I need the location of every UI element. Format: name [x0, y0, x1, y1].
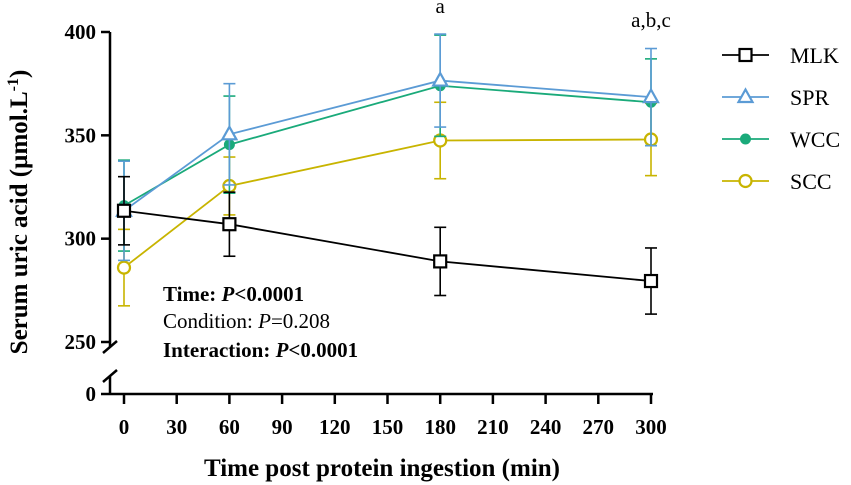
y-tick-label: 0 [86, 382, 97, 406]
series-line-spr [123, 79, 652, 212]
legend-item-mlk: MLK [722, 43, 839, 68]
x-tick-label: 210 [477, 415, 509, 439]
y-axis-break-mark [102, 340, 118, 354]
y-tick-label: 250 [65, 330, 97, 354]
legend-label-mlk: MLK [790, 43, 839, 68]
series-line-scc [123, 138, 652, 269]
axes: 250 300 350 400 00 30 60 90 120 150 180 210 240 270 30… [65, 20, 667, 439]
y-tick-label: 350 [65, 123, 97, 147]
stat-condition-label: Condition: [163, 309, 258, 333]
series-spr [115, 33, 660, 262]
x-tick-label: 60 [219, 415, 240, 439]
series-mlk [116, 175, 659, 315]
data-point-spr [220, 124, 239, 141]
data-point-spr [431, 70, 450, 87]
legend-label-wcc: WCC [790, 127, 840, 152]
legend-marker-wcc [740, 133, 751, 145]
series-line-wcc [123, 84, 652, 207]
legend-marker-scc [738, 173, 753, 189]
y-axis-title: Serum uric acid (µmol.L-1) [5, 70, 33, 355]
legend-item-wcc: WCC [722, 127, 840, 152]
x-tick-label: 30 [166, 415, 187, 439]
x-tick-label: 120 [319, 415, 351, 439]
data-point-mlk [643, 273, 659, 289]
x-tick-label: 0 [119, 415, 130, 439]
series-scc [116, 101, 659, 307]
series-layer [115, 33, 660, 315]
stat-time-p: P [221, 282, 235, 306]
significance-annotation: a,b,c [631, 8, 671, 32]
y-tick-label: 400 [65, 20, 97, 44]
data-point-mlk [222, 217, 237, 232]
data-point-mlk [433, 254, 448, 269]
stat-time: Time: P<0.0001 [163, 282, 304, 306]
data-point-spr [642, 87, 660, 104]
y-axis-title-sup: -1 [5, 78, 22, 91]
data-point-scc [116, 260, 132, 275]
legend-label-scc: SCC [790, 169, 832, 194]
stats-box: Time: P<0.0001 Condition: P=0.208 Intera… [163, 282, 358, 362]
legend: MLK SPR WCC SCC [722, 43, 840, 194]
y-axis-break-mark [102, 369, 118, 383]
stat-condition-p: P [257, 309, 271, 333]
stat-interaction: Interaction: P<0.0001 [163, 338, 358, 362]
stat-interaction-value: <0.0001 [288, 338, 358, 362]
legend-marker-spr [736, 87, 755, 104]
x-tick-label: 300 [635, 415, 667, 439]
x-tick-label: 180 [424, 415, 456, 439]
data-point-mlk [116, 203, 132, 218]
series-line-mlk [123, 209, 652, 282]
stat-time-value: <0.0001 [234, 282, 304, 306]
stat-condition: Condition: P=0.208 [163, 309, 330, 333]
y-axis-title-close: ) [6, 70, 33, 78]
significance-annotation: a [436, 0, 446, 18]
series-wcc [118, 34, 657, 252]
x-axis-title: Time post protein ingestion (min) [204, 455, 560, 482]
stat-interaction-label: Interaction: [163, 338, 276, 362]
x-tick-label: 240 [530, 415, 562, 439]
legend-marker-mlk [738, 47, 753, 63]
y-tick-label: 300 [65, 227, 97, 251]
stat-time-label: Time: [163, 282, 222, 306]
x-tick-label: 150 [372, 415, 404, 439]
stat-interaction-p: P [275, 338, 289, 362]
legend-item-scc: SCC [722, 169, 832, 194]
x-tick-label: 90 [272, 415, 293, 439]
legend-label-spr: SPR [790, 85, 829, 110]
stat-condition-value: =0.208 [271, 309, 330, 333]
annotations: a a,b,c [436, 0, 671, 32]
x-tick-label: 270 [583, 415, 615, 439]
y-axis-title-main: Serum uric acid (µmol.L [6, 91, 33, 354]
legend-item-spr: SPR [722, 85, 829, 110]
